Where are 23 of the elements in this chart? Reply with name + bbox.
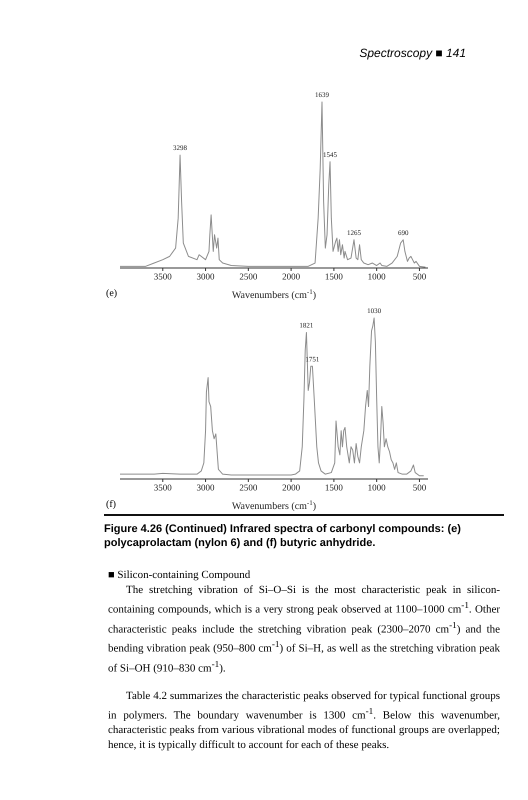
text: ■ Silicon-containing Compound: [108, 568, 252, 583]
x-tick-label: 2500: [239, 482, 258, 492]
x-tick-label: 500: [412, 482, 427, 492]
x-tick-label: 500: [412, 271, 427, 282]
text: Spectroscopy ■ 141: [359, 46, 466, 60]
text: (e): [106, 288, 118, 299]
x-tick-label: 3500: [154, 482, 172, 492]
x-tick-label: 3000: [196, 271, 216, 282]
x-axis-title: Wavenumbers (cm$^{-1}$): [232, 499, 316, 512]
x-tick-label: 2500: [239, 271, 258, 282]
caption: Table 4.2 summarizes the characteristic peaks observed for typical functional groups in polymers. The boundary wavenumber is 1300 cm$^{-1}$. Below this wavenumber, characteristic peaks from various vibrational modes of functional groups are overlapped; hence, it is typically difficult to account for each of these peaks.: [108, 688, 500, 754]
x-tick-label: 1000: [368, 271, 386, 282]
x-tick-label: 1500: [324, 271, 344, 282]
x-tick-label: 2000: [282, 482, 301, 492]
x-tick-label: 1500: [324, 482, 344, 492]
x-tick-label: 2000: [282, 271, 301, 282]
text: The stretching vibration of Si–O–Si is the most characteristic peak in silicon-containing compounds, which is a very strong peak observed at 1100–1000 cm$^{-1}$. Other characteristic peaks include the stretching vibration peak (2300–2070 cm$^{-1}$) and the bending vibration peak (950–800 cm$^{-1}$) of Si–H, as well as the stretching vibration peak of Si–OH (910–830 cm$^{-1}$).: [108, 584, 500, 675]
caption: Figure 4.26 (Continued) Infrared spectra of carbonyl compounds: (e) polycaprolactam (nylon 6) and (f) butyric anhydride.: [104, 522, 462, 550]
x-axis-title: Wavenumbers (cm$^{-1}$): [232, 288, 316, 301]
x-tick-label: 3000: [196, 482, 216, 492]
text: (f): [106, 499, 116, 510]
x-tick-label: 1000: [368, 482, 386, 492]
x-tick-label: 3500: [154, 271, 172, 282]
